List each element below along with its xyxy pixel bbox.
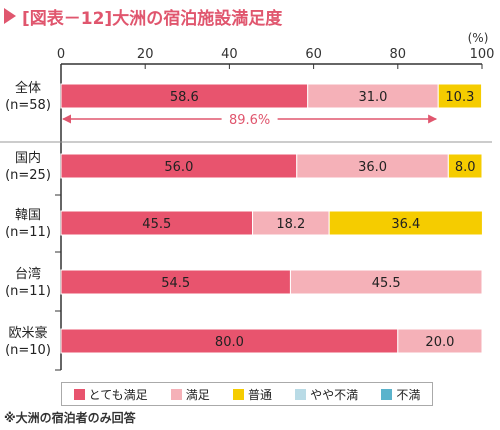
legend-label: とても満足 bbox=[89, 386, 148, 403]
unit-label: (%) bbox=[468, 31, 489, 45]
category-sublabel: (n=10) bbox=[5, 343, 51, 358]
legend-swatch bbox=[171, 389, 182, 400]
legend-item: やや不満 bbox=[295, 386, 358, 403]
annotation-label: 89.6% bbox=[229, 113, 270, 128]
legend-item: 不満 bbox=[381, 386, 420, 403]
legend-label: 普通 bbox=[248, 386, 272, 403]
x-tick-label: 0 bbox=[57, 47, 65, 62]
x-tick-label: 60 bbox=[305, 47, 322, 62]
legend-swatch bbox=[295, 389, 306, 400]
bar-value-label: 58.6 bbox=[170, 90, 199, 105]
category-label: 韓国 bbox=[15, 208, 41, 223]
bar-value-label: 80.0 bbox=[215, 335, 244, 350]
bar-value-label: 36.0 bbox=[358, 160, 387, 175]
bar-value-label: 20.0 bbox=[425, 335, 454, 350]
x-tick-label: 40 bbox=[221, 47, 238, 62]
bar-value-label: 31.0 bbox=[358, 90, 387, 105]
category-sublabel: (n=11) bbox=[5, 284, 51, 299]
bar-value-label: 8.0 bbox=[455, 160, 476, 175]
category-sublabel: (n=25) bbox=[5, 168, 51, 183]
bar-value-label: 18.2 bbox=[276, 217, 305, 232]
category-sublabel: (n=58) bbox=[5, 98, 51, 113]
legend-item: 満足 bbox=[171, 386, 210, 403]
legend-label: 満足 bbox=[186, 386, 210, 403]
bar-value-label: 45.5 bbox=[372, 276, 401, 291]
x-tick-label: 80 bbox=[390, 47, 407, 62]
legend-label: 不満 bbox=[396, 386, 420, 403]
legend-item: とても満足 bbox=[74, 386, 148, 403]
footnote: ※大洲の宿泊者のみ回答 bbox=[4, 409, 136, 426]
bar-value-label: 45.5 bbox=[142, 217, 171, 232]
stacked-bar-chart: 0 20 40 60 80 100 (%) 全体 (n=58) 58.6 31.0 10.3 国内 (n=… bbox=[0, 0, 500, 380]
x-tick-label: 100 bbox=[470, 47, 495, 62]
category-label: 国内 bbox=[15, 150, 41, 166]
category-sublabel: (n=11) bbox=[5, 225, 51, 240]
category-label: 全体 bbox=[15, 80, 41, 96]
bar-value-label: 36.4 bbox=[391, 217, 420, 232]
legend: とても満足 満足 普通 やや不満 不満 bbox=[61, 382, 433, 406]
category-label: 台湾 bbox=[15, 266, 41, 282]
x-tick-label: 20 bbox=[137, 47, 154, 62]
bar-value-label: 10.3 bbox=[445, 90, 474, 105]
legend-item: 普通 bbox=[233, 386, 272, 403]
legend-swatch bbox=[233, 389, 244, 400]
legend-swatch bbox=[381, 389, 392, 400]
category-label: 欧米豪 bbox=[8, 325, 47, 341]
legend-swatch bbox=[74, 389, 85, 400]
bar-value-label: 54.5 bbox=[161, 276, 190, 291]
legend-label: やや不満 bbox=[310, 386, 358, 403]
bar-value-label: 56.0 bbox=[164, 160, 193, 175]
